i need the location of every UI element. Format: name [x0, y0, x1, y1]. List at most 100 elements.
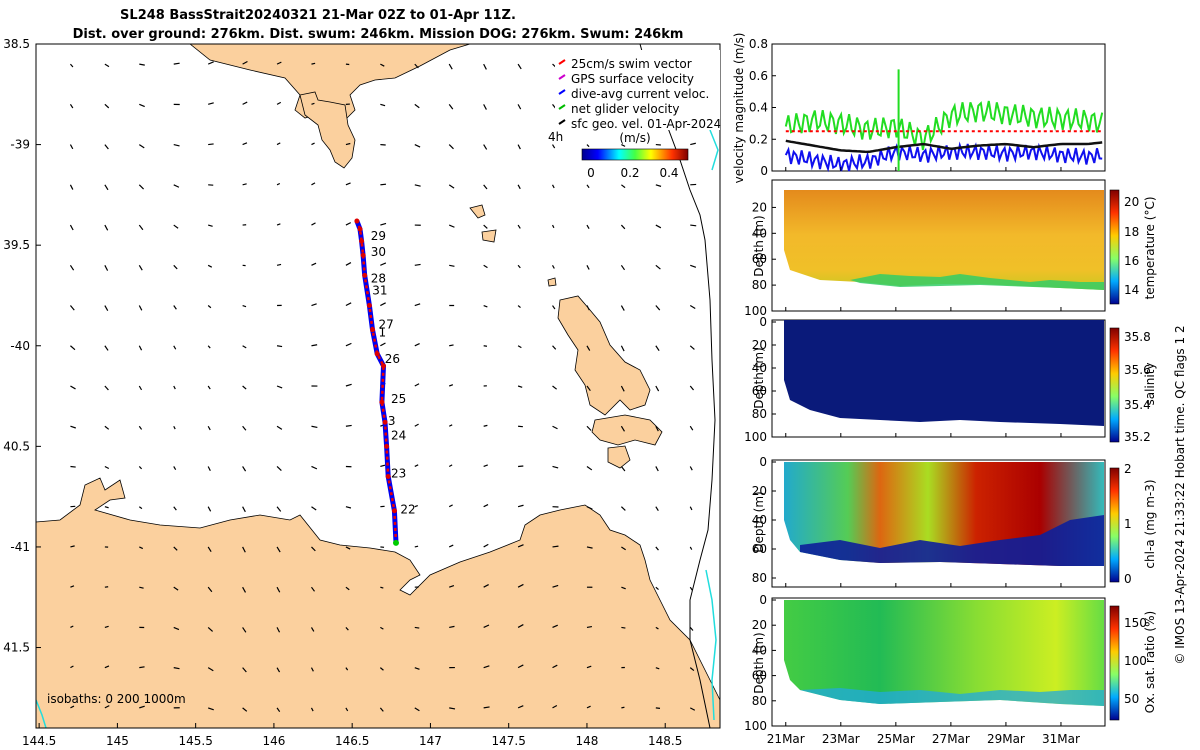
- velocity-arrow: [69, 264, 75, 271]
- track-point: [370, 327, 376, 333]
- velocity-arrow: [414, 303, 421, 307]
- velocity-arrow: [552, 664, 558, 669]
- velocity-arrow: [104, 665, 110, 669]
- velocity-arrow: [620, 224, 626, 230]
- velocity-arrow: [104, 705, 110, 709]
- velocity-arrow: [310, 707, 314, 712]
- velocity-arrow: [620, 305, 625, 311]
- velocity-arrow: [552, 704, 558, 709]
- velocity-arrow: [138, 224, 144, 231]
- velocity-arrow: [448, 424, 453, 427]
- velocity-arrow: [552, 103, 556, 109]
- velocity-arrow: [380, 302, 386, 307]
- time-tick-label: 29Mar: [987, 732, 1025, 746]
- legend-swatch: [558, 119, 566, 125]
- depth-tick-label: 60: [752, 669, 767, 683]
- map-y-tick-label: -40: [10, 339, 30, 353]
- salinity-cb-tick: 35.8: [1124, 330, 1151, 344]
- temperature-axis: 20 40 60 80 100: [744, 200, 776, 318]
- velocity-arrow: [655, 345, 660, 352]
- velocity-arrow: [621, 144, 626, 147]
- velocity-arrow: [276, 667, 281, 673]
- velocity-arrow: [586, 465, 593, 471]
- depth-tick-label: 100: [744, 430, 767, 444]
- series-net-glider-velocity: [784, 100, 1104, 151]
- velocity-arrow: [276, 385, 283, 389]
- velocity-arrow: [207, 626, 214, 632]
- velocity-arrow: [207, 305, 212, 309]
- figure-title-line1: SL248 BassStrait20240321 21-Mar 02Z to 0…: [120, 8, 516, 23]
- oxygen-colorbar: [1109, 605, 1120, 721]
- velocity-arrow: [345, 667, 349, 671]
- temperature-cb-tick: 20: [1124, 195, 1139, 209]
- velocity-arrow: [483, 63, 487, 70]
- chl-ylabel: Depth (m): [752, 491, 766, 552]
- scale-label: 4h: [548, 130, 563, 144]
- velocity-arrow: [414, 667, 420, 670]
- depth-tick-label: 20: [752, 484, 767, 498]
- legend-label: GPS surface velocity: [571, 72, 694, 86]
- oxygen-axis: 0 20 40 60 80 100: [744, 593, 776, 733]
- velocity-y-tick-label: 0.6: [749, 69, 768, 83]
- depth-tick-label: 100: [744, 719, 767, 733]
- time-tick-label: 23Mar: [822, 732, 860, 746]
- velocity-arrow: [104, 224, 109, 231]
- velocity-arrow: [138, 345, 143, 351]
- velocity-arrow: [689, 385, 694, 391]
- map-y-axis: 38.5 -39 39.5 -40 40.5 -41 41.5: [3, 37, 41, 655]
- map-y-tick-label: 38.5: [3, 37, 30, 51]
- velocity-arrow: [655, 707, 661, 709]
- velocity-arrow: [276, 546, 281, 553]
- day-label: 23: [391, 467, 406, 481]
- velocity-arrow: [139, 705, 145, 709]
- velocity-arrow: [139, 586, 144, 589]
- track-point: [357, 226, 363, 232]
- velocity-arrow: [655, 626, 659, 630]
- velocity-arrow: [276, 182, 281, 186]
- map-x-tick-label: 148.5: [648, 734, 682, 748]
- land-flinders-island: [557, 295, 651, 416]
- velocity-arrow: [345, 222, 352, 226]
- chl-cb-tick: 2: [1124, 462, 1132, 476]
- velocity-arrow: [552, 144, 556, 149]
- velocity-arrow: [104, 625, 109, 628]
- velocity-arrow: [517, 305, 521, 309]
- oxygen-field: [784, 600, 1104, 706]
- velocity-arrow: [173, 184, 180, 188]
- velocity-arrow: [517, 63, 522, 70]
- velocity-arrow: [311, 303, 317, 307]
- oxygen-cb-tick: 100: [1124, 654, 1147, 668]
- depth-tick-label: 0: [759, 593, 767, 607]
- velocity-arrow: [276, 61, 282, 65]
- velocity-arrow: [139, 63, 145, 66]
- velocity-arrow: [242, 466, 247, 472]
- map-y-tick-label: -41: [10, 540, 30, 554]
- temperature-cb-label: temperature (°C): [1143, 197, 1157, 300]
- velocity-arrow: [552, 545, 559, 548]
- velocity-arrow: [207, 345, 211, 349]
- velocity-arrow: [586, 265, 590, 270]
- velocity-arrow: [208, 143, 214, 146]
- track-start-point: [393, 539, 399, 546]
- depth-tick-label: 40: [752, 226, 767, 240]
- velocity-arrow: [449, 384, 454, 387]
- salinity-panel: 0 20 40 60 80 100 Depth (m) 35.8 35.6 35.4 35…: [744, 315, 1157, 444]
- day-label: 30: [371, 245, 386, 259]
- series-sfc-geo-vel-: [785, 139, 1103, 154]
- velocity-arrow: [586, 705, 591, 709]
- velocity-arrow: [414, 63, 419, 69]
- velocity-arrow: [380, 103, 386, 107]
- glider-track: [354, 218, 399, 546]
- velocity-arrow: [551, 265, 555, 269]
- velocity-arrow: [173, 345, 177, 350]
- velocity-arrow: [414, 144, 421, 148]
- map-x-tick-label: 145: [106, 734, 129, 748]
- velocity-arrow: [311, 425, 318, 429]
- velocity-arrow: [380, 183, 387, 186]
- velocity-arrow: [483, 224, 488, 229]
- velocity-arrow: [414, 383, 420, 387]
- track-point: [385, 474, 391, 480]
- map-y-tick-label: 40.5: [3, 439, 30, 453]
- land-wilsons-prom: [299, 91, 356, 169]
